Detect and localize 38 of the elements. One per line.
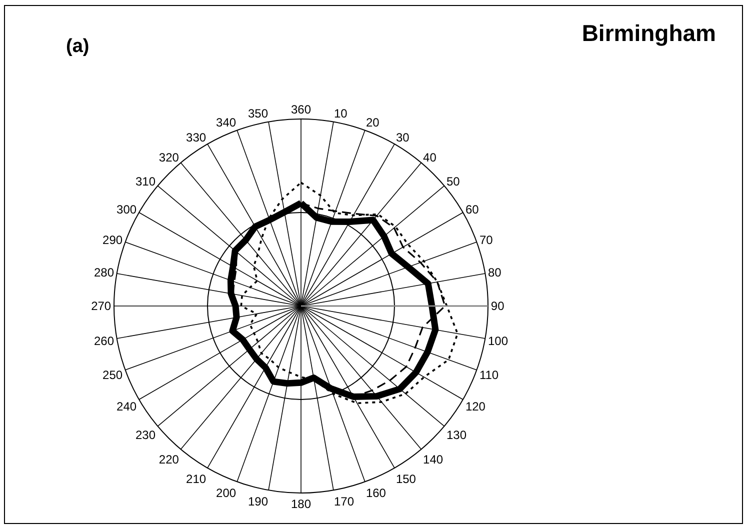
- spoke-label: 50: [446, 174, 460, 189]
- spoke-label: 350: [248, 106, 268, 120]
- spoke-label: 230: [135, 428, 156, 442]
- spoke-label: 240: [116, 400, 137, 414]
- spoke-label: 110: [479, 368, 499, 382]
- spoke-label: 80: [488, 266, 502, 280]
- spoke-label: 160: [366, 486, 386, 500]
- spoke-label: 10: [334, 106, 348, 120]
- text: Birmingham: [582, 20, 716, 46]
- spoke-label: 40: [423, 150, 437, 164]
- spoke-label: 330: [186, 130, 206, 145]
- spoke-label: 320: [158, 150, 180, 164]
- spoke-label: 270: [91, 299, 112, 314]
- spoke-label: 310: [135, 174, 156, 189]
- spoke-label: 30: [396, 130, 410, 145]
- spoke-label: 220: [158, 452, 180, 466]
- spoke-label: 100: [488, 334, 508, 348]
- spoke-label: 130: [446, 428, 467, 442]
- spoke-label: 300: [116, 202, 137, 216]
- spoke-label: 140: [423, 452, 444, 466]
- spoke-label: 180: [290, 496, 312, 511]
- spoke-label: 70: [479, 233, 494, 248]
- spoke-label: 90: [490, 299, 505, 314]
- spoke-label: 340: [216, 116, 236, 130]
- spoke-label: 360: [290, 102, 312, 117]
- spoke-label: 120: [465, 400, 486, 414]
- spoke-label: 150: [396, 472, 416, 486]
- spoke-label: 250: [102, 368, 123, 382]
- spoke-label: 20: [366, 116, 380, 130]
- spoke-label: 200: [216, 486, 236, 500]
- spoke-label: 260: [94, 334, 114, 348]
- spoke-label: 190: [248, 494, 268, 509]
- text: (a): [66, 36, 90, 57]
- spoke-label: 290: [102, 233, 123, 248]
- spoke-label: 170: [334, 494, 354, 509]
- spoke-label: 60: [465, 202, 480, 216]
- spoke-label: 280: [94, 266, 114, 280]
- spoke-label: 210: [186, 472, 206, 486]
